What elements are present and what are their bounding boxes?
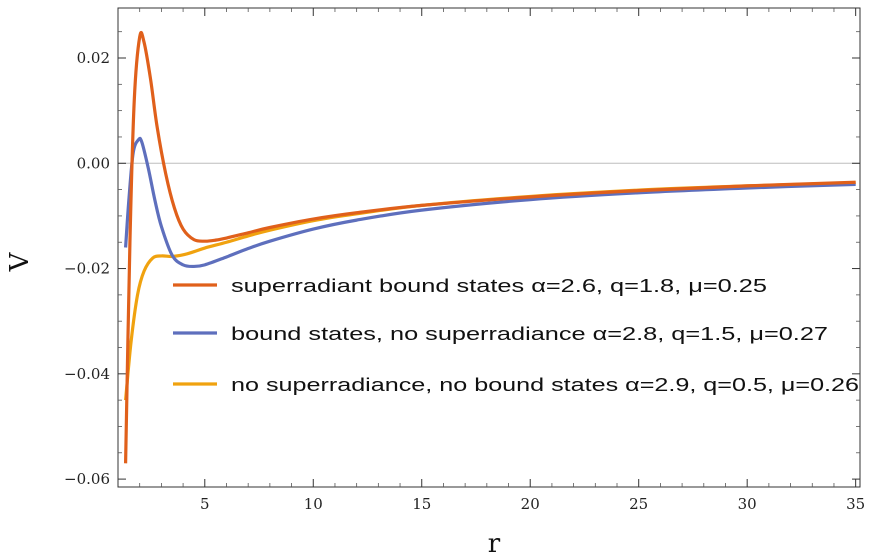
x-tick-label: 10 [304,495,323,513]
x-axis-label: r [488,529,501,557]
legend-label-2: bound states, no superradiance α=2.8, q=… [231,323,828,344]
x-tick-label: 35 [846,495,865,513]
y-tick-label: −0.04 [64,365,110,383]
y-tick-label: 0.02 [77,49,110,67]
legend-label-1: superradiant bound states α=2.6, q=1.8, … [231,275,767,296]
legend-label-3: no superradiance, no bound states α=2.9,… [231,374,859,395]
y-tick-label: 0.00 [77,154,110,172]
y-axis-label: V [5,251,35,272]
x-tick-label: 5 [200,495,210,513]
x-tick-label: 30 [738,495,757,513]
x-tick-label: 15 [412,495,431,513]
series-line-2 [123,136,856,269]
plot-frame [117,7,861,488]
x-tick-label: 25 [629,495,648,513]
y-tick-label: −0.02 [64,260,110,278]
y-tick-label: −0.06 [64,470,110,488]
x-tick-label: 20 [521,495,540,513]
series-line-1 [123,30,856,464]
